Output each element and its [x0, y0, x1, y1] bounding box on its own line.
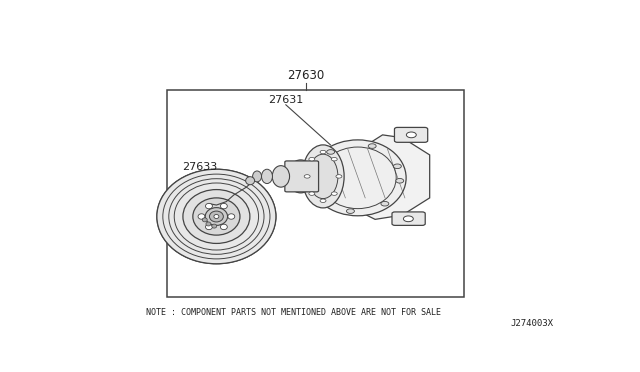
Text: 27633: 27633 — [182, 162, 217, 172]
Circle shape — [381, 201, 389, 206]
Circle shape — [396, 179, 404, 183]
Circle shape — [326, 150, 335, 154]
Ellipse shape — [209, 211, 223, 222]
Polygon shape — [358, 135, 429, 219]
Ellipse shape — [206, 222, 211, 226]
Circle shape — [406, 132, 416, 138]
Circle shape — [332, 157, 337, 161]
Ellipse shape — [202, 218, 207, 222]
FancyBboxPatch shape — [392, 212, 425, 225]
Ellipse shape — [157, 169, 276, 264]
Circle shape — [336, 175, 342, 178]
Ellipse shape — [246, 177, 255, 185]
Circle shape — [346, 209, 355, 214]
Ellipse shape — [308, 154, 338, 199]
Text: 27631: 27631 — [269, 95, 304, 105]
Text: NOTE : COMPONENT PARTS NOT MENTIONED ABOVE ARE NOT FOR SALE: NOTE : COMPONENT PARTS NOT MENTIONED ABO… — [146, 308, 441, 317]
FancyBboxPatch shape — [285, 161, 319, 192]
Ellipse shape — [193, 198, 240, 235]
FancyBboxPatch shape — [394, 128, 428, 142]
Circle shape — [394, 164, 401, 169]
Ellipse shape — [212, 224, 217, 228]
Ellipse shape — [262, 169, 273, 183]
Circle shape — [320, 199, 326, 202]
Circle shape — [309, 157, 315, 161]
Circle shape — [317, 192, 325, 197]
Ellipse shape — [157, 169, 276, 264]
Ellipse shape — [205, 224, 212, 230]
Ellipse shape — [214, 215, 219, 218]
Ellipse shape — [309, 140, 406, 216]
Ellipse shape — [205, 203, 212, 209]
Ellipse shape — [302, 145, 344, 208]
Circle shape — [332, 192, 337, 195]
Text: J274003X: J274003X — [511, 320, 554, 328]
Ellipse shape — [287, 160, 314, 193]
Circle shape — [309, 192, 315, 195]
Ellipse shape — [220, 203, 227, 209]
Circle shape — [368, 144, 376, 148]
Circle shape — [312, 170, 320, 174]
Ellipse shape — [272, 166, 289, 187]
Ellipse shape — [205, 208, 228, 225]
Circle shape — [320, 150, 326, 154]
Ellipse shape — [198, 214, 205, 219]
Circle shape — [403, 216, 413, 222]
Bar — [167, 90, 465, 297]
Text: 27630: 27630 — [287, 69, 324, 82]
Circle shape — [304, 175, 310, 178]
Ellipse shape — [228, 214, 235, 219]
Ellipse shape — [220, 224, 227, 230]
Ellipse shape — [183, 190, 250, 243]
Ellipse shape — [253, 171, 262, 182]
